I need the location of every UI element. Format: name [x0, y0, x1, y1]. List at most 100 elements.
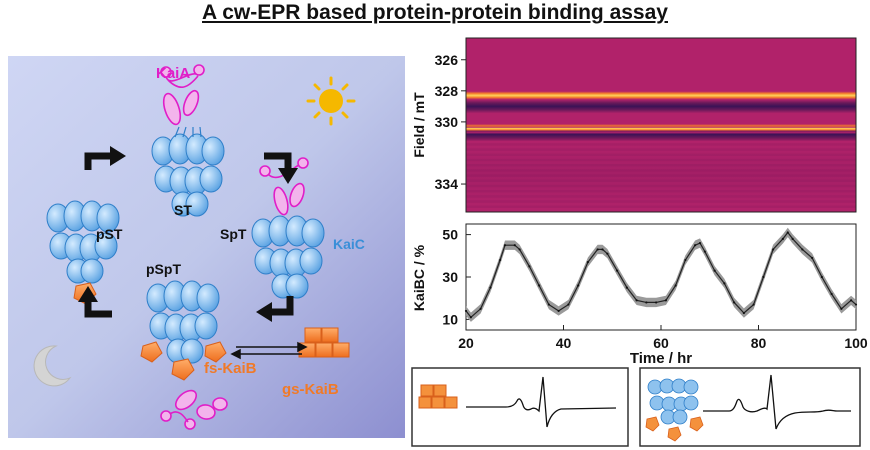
heatmap-ylabel: Field / mT [411, 92, 427, 158]
kaibc-point [586, 261, 589, 264]
heatmap-stripe [466, 138, 856, 141]
kaibc-point [601, 248, 604, 251]
kaibc-point [464, 309, 468, 313]
kaibc-point [830, 292, 833, 296]
heatmap-ytick-label: 330 [435, 114, 459, 130]
heatmap-stripe [466, 164, 856, 167]
label-fs-kaib: fs-KaiB [204, 360, 257, 377]
heatmap-stripe [466, 143, 856, 146]
kaibc-point [499, 258, 502, 262]
kaibc-xlabel: Time / hr [630, 350, 692, 367]
kaibc-point [469, 316, 472, 319]
kaibc-point [733, 301, 736, 304]
kaibc-point [655, 301, 658, 304]
heatmap-stripe [466, 195, 856, 198]
kaibc-point [801, 248, 804, 251]
kaibc-point [557, 309, 560, 313]
heatmap-stripe [466, 153, 856, 156]
kaic-kaib-mini-icon [645, 378, 704, 442]
kaibc-ytick-label: 10 [442, 311, 458, 327]
kaibc-point [567, 303, 570, 306]
heatmap-stripe [466, 169, 856, 172]
label-kaia: KaiA [156, 65, 190, 82]
kaic-st-icon [151, 126, 225, 217]
kaibc-point [781, 237, 784, 240]
heatmap-ytick-label: 334 [435, 176, 459, 192]
kaibc-point [674, 284, 677, 287]
heatmap-stripe [466, 174, 856, 177]
kaibc-series-line [465, 231, 857, 319]
kaibc-point [713, 269, 716, 272]
kaibc-point [698, 241, 702, 245]
heatmap-ytick-label: 326 [435, 52, 459, 68]
kaibc-point [616, 269, 619, 272]
kaibc-point [645, 301, 648, 304]
kaibc-point [820, 275, 823, 279]
kaibc-point [786, 231, 789, 234]
kaibc-point [664, 299, 667, 302]
kaibc-point [577, 284, 580, 287]
spectrum-gs-kaib [411, 367, 629, 447]
epr-heatmap-panel: 326 328 330 334 Field / mT [411, 37, 857, 213]
sun-icon [306, 76, 356, 126]
heatmap-stripe [466, 179, 856, 182]
gs-kaib-mini-icon [418, 384, 458, 409]
label-spt: SpT [220, 226, 247, 242]
kaibc-ytick-label: 30 [442, 269, 458, 285]
kaibc-point [596, 248, 599, 251]
kaibc-point [606, 252, 609, 255]
kaic-pst-icon [46, 200, 120, 305]
equilibrium-arrows [230, 341, 308, 360]
heatmap-stripe [466, 158, 856, 162]
kaibc-point [752, 303, 755, 306]
kaibc-point [723, 282, 726, 285]
heatmap-stripe [466, 205, 856, 208]
kaibc-point [684, 258, 687, 262]
kaibc-ytick-label: 50 [442, 227, 458, 243]
kaibc-chart-panel: 20 40 60 80 100 10 30 50 KaiBC / % Time / hr [411, 223, 868, 367]
label-st: ST [174, 202, 192, 218]
kaic-pspt-icon [140, 280, 228, 430]
spectrum-kaic-kaib [639, 367, 861, 447]
kaia-icon [160, 64, 205, 126]
kaibc-point [479, 307, 482, 310]
kaibc-point [489, 286, 492, 289]
heatmap-stripe [466, 200, 856, 203]
cycle-arrowheads [78, 146, 298, 322]
kaibc-error-band [466, 227, 856, 322]
heatmap-ytick-label: 328 [435, 83, 459, 99]
kaibc-point [742, 311, 745, 315]
kaibc-point [625, 286, 628, 289]
kaibc-point [703, 250, 706, 253]
label-pst: pST [96, 226, 123, 242]
kaibc-ylabel: KaiBC / % [411, 244, 427, 311]
heatmap-image [466, 38, 856, 212]
heatmap-frame [465, 37, 857, 213]
heatmap-texture [466, 138, 856, 208]
kaibc-point [547, 303, 550, 306]
kaibc-point [635, 299, 638, 302]
kaibc-point [811, 256, 814, 260]
cycle-arrows [84, 152, 294, 318]
kaibc-point [538, 284, 541, 287]
moon-icon [33, 345, 72, 387]
kaibc-point [503, 244, 507, 247]
spectrum-frame [411, 367, 629, 447]
label-pspt: pSpT [146, 261, 181, 277]
kaibc-xtick-label: 100 [844, 335, 868, 351]
kaibc-point [513, 244, 516, 247]
spectrum-trace [466, 376, 617, 428]
kaibc-xtick-label: 80 [751, 335, 767, 351]
kaibc-point [854, 303, 858, 306]
heatmap-stripe [466, 190, 856, 193]
spectrum-trace [703, 374, 851, 430]
kaibc-point [528, 265, 531, 268]
kaibc-point [850, 299, 853, 302]
heatmap-stripe [466, 184, 856, 188]
kaibc-xtick-label: 60 [653, 335, 669, 351]
kaibc-xtick-label: 20 [458, 335, 474, 351]
heatmap-stripe [466, 148, 856, 151]
kaibc-point [840, 307, 843, 310]
kaibc-marks: 20 40 60 80 100 10 30 50 [442, 227, 867, 351]
label-kaic: KaiC [333, 236, 365, 252]
